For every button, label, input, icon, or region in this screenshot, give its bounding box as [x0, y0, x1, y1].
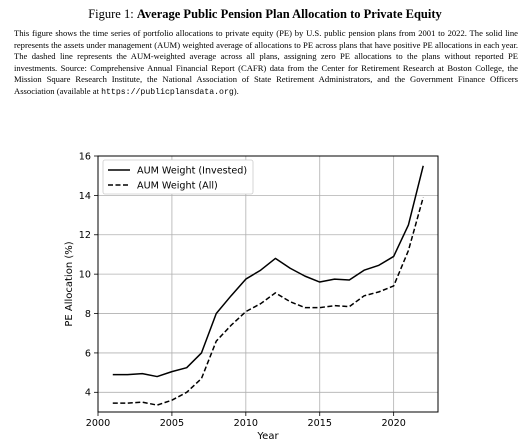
- series-line-all: [112, 197, 424, 406]
- figure-title: Figure 1: Average Public Pension Plan Al…: [0, 6, 530, 22]
- caption-url[interactable]: https://publicplansdata.org: [101, 87, 234, 97]
- y-tick-label: 6: [85, 348, 91, 359]
- y-tick-label: 14: [79, 191, 91, 202]
- series-line-invested: [112, 165, 424, 378]
- legend-box: [102, 159, 254, 195]
- x-tick-label: 2010: [234, 418, 258, 429]
- legend-label-all: AUM Weight (All): [137, 180, 218, 191]
- tick-layer: 2000 2005 2010 2015 2020 4 6 8 10 12 14 16: [79, 151, 406, 429]
- x-tick-label: 2015: [308, 418, 332, 429]
- caption-suffix: ).: [233, 85, 239, 96]
- figure-title-text: Average Public Pension Plan Allocation t…: [136, 7, 442, 21]
- x-tick-label: 2000: [86, 418, 110, 429]
- chart-legend: AUM Weight (Invested) AUM Weight (All): [102, 159, 254, 195]
- figure-caption: This figure shows the time series of por…: [14, 28, 518, 99]
- y-tick-label: 16: [79, 151, 91, 162]
- y-tick-label: 8: [85, 309, 91, 320]
- x-tick-label: 2020: [381, 418, 405, 429]
- x-tick-label: 2005: [160, 418, 184, 429]
- x-axis-label: Year: [256, 431, 279, 442]
- y-tick-label: 10: [79, 270, 91, 281]
- series-layer: [112, 165, 424, 406]
- figure-label: Figure 1:: [88, 7, 134, 21]
- caption-text: This figure shows the time series of por…: [14, 28, 518, 96]
- y-tick-label: 4: [85, 388, 91, 399]
- plot-frame: [97, 155, 439, 413]
- y-tick-label: 12: [79, 230, 91, 241]
- y-axis-label: PE Allocation (%): [64, 241, 75, 326]
- legend-label-invested: AUM Weight (Invested): [137, 165, 247, 176]
